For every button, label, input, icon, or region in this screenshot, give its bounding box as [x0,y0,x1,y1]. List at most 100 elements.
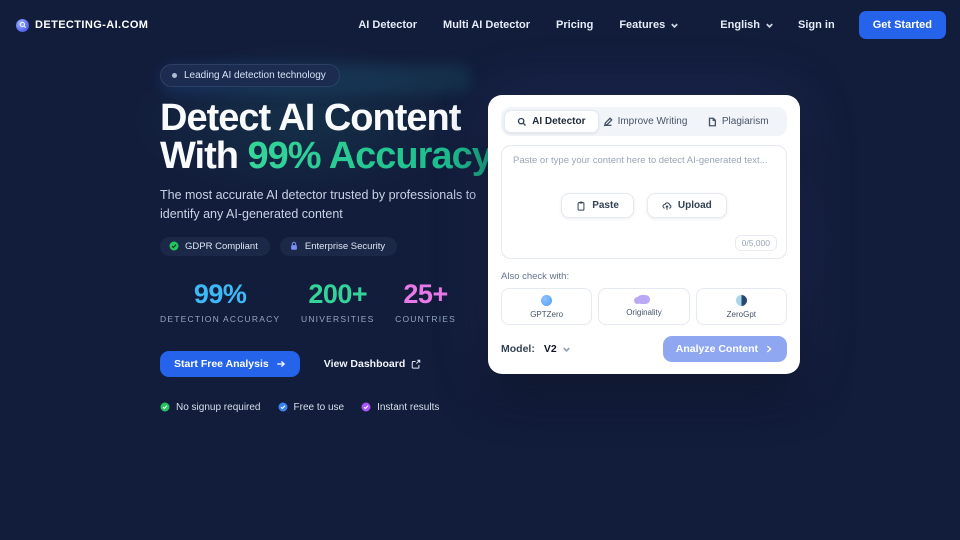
stat-label: DETECTION ACCURACY [160,313,281,324]
stat-label: COUNTRIES [395,313,456,324]
gptzero-icon [541,295,553,306]
provider-zerogpt[interactable]: ZeroGpt [695,288,787,325]
gdpr-badge-label: GDPR Compliant [185,240,258,252]
start-free-analysis-button[interactable]: Start Free Analysis [160,350,300,377]
check-circle-icon [361,402,371,412]
document-icon [708,117,716,126]
model-select[interactable]: V2 [544,343,571,355]
editor-actions: Paste Upload [502,193,786,218]
nav-item-pricing[interactable]: Pricing [556,19,594,31]
tab-improve-writing[interactable]: Improve Writing [599,111,692,132]
gdpr-badge: GDPR Compliant [160,236,270,256]
nav-item-ai-detector[interactable]: AI Detector [358,19,418,31]
pen-icon [603,116,613,126]
navbar: DETECTING-AI.COM AI Detector Multi AI De… [0,0,960,50]
get-started-button[interactable]: Get Started [858,11,946,39]
stat-universities: 200+ UNIVERSITIES [301,279,374,324]
provider-gptzero[interactable]: GPTZero [501,288,593,325]
brand-logo[interactable]: DETECTING-AI.COM [16,18,149,32]
chevron-down-icon [671,23,679,28]
stat-value: 200+ [308,278,368,309]
chevron-down-icon [766,23,773,28]
tab-label: Improve Writing [617,116,688,127]
analyze-content-label: Analyze Content [675,343,758,355]
nav-item-multi-ai-detector[interactable]: Multi AI Detector [443,19,531,31]
hero-subtitle: The most accurate AI detector trusted by… [160,188,477,222]
dot-icon [172,73,177,78]
tab-label: Plagiarism [721,116,769,127]
lock-icon [290,242,297,250]
sign-in-link[interactable]: Sign in [798,19,835,31]
text-editor-area: Paste Upload 0/5,000 [501,145,787,259]
detector-tabbar: AI Detector Improve Writing Plagiarism [501,107,787,136]
upload-cloud-icon [662,201,672,210]
tab-plagiarism[interactable]: Plagiarism [691,111,784,132]
feature-checklist: No signup required Free to use Instant r… [160,402,492,413]
logo-icon [16,18,29,32]
hero-title-highlight: 99% Accuracy [247,135,493,177]
external-link-icon [412,359,421,369]
hero-title: Detect AI Content With 99% Accuracy [160,97,493,177]
detector-footer: Model: V2 Analyze Content [501,336,787,362]
upload-button[interactable]: Upload [646,193,727,218]
enterprise-security-badge: Enterprise Security [279,236,398,256]
analyze-content-button[interactable]: Analyze Content [662,336,787,362]
nav-item-features-label: Features [619,19,666,31]
clipboard-icon [577,201,585,211]
char-counter: 0/5,000 [734,235,777,251]
provider-originality[interactable]: Originality [598,288,690,325]
view-dashboard-link[interactable]: View Dashboard [324,358,422,370]
stat-label: UNIVERSITIES [301,313,375,324]
hero-badge: Leading AI detection technology [160,64,340,87]
provider-name: GPTZero [530,310,564,319]
stat-countries: 25+ COUNTRIES [395,279,456,324]
nav-item-features[interactable]: Features [619,19,679,31]
feature-instant-results: Instant results [361,402,439,413]
main-nav: AI Detector Multi AI Detector Pricing Fe… [358,19,679,31]
start-free-analysis-label: Start Free Analysis [174,357,269,370]
paste-button[interactable]: Paste [561,193,634,218]
tab-label: AI Detector [532,116,586,127]
zerogpt-icon [735,295,747,306]
feature-no-signup: No signup required [160,402,261,413]
hero-title-line1: Detect AI Content [160,97,461,139]
check-circle-icon [160,402,170,412]
chevron-right-icon [766,345,772,353]
feature-label: No signup required [176,401,261,413]
brand-name: DETECTING-AI.COM [35,19,149,31]
stats-row: 99% DETECTION ACCURACY 200+ UNIVERSITIES… [160,279,456,324]
stat-value: 99% [193,278,247,309]
chevron-down-icon [562,347,570,352]
also-check-label: Also check with: [501,271,570,282]
provider-name: Originality [626,308,662,317]
cta-row: Start Free Analysis View Dashboard [160,350,492,377]
detector-card: AI Detector Improve Writing Plagiarism P… [488,95,800,374]
hero-badge-label: Leading AI detection technology [184,70,326,81]
stat-value: 25+ [403,278,448,309]
originality-icon [634,295,651,304]
provider-name: ZeroGpt [726,310,756,319]
feature-label: Free to use [293,401,345,413]
paste-button-label: Paste [592,200,619,211]
arrow-right-icon [277,360,285,367]
check-circle-icon [278,402,287,412]
feature-label: Instant results [377,401,440,413]
model-label: Model: [501,343,535,355]
stat-detection-accuracy: 99% DETECTION ACCURACY [160,279,280,324]
language-selector[interactable]: English [720,19,774,31]
feature-free-to-use: Free to use [278,401,345,413]
nav-right: English Sign in Get Started [720,11,946,39]
view-dashboard-label: View Dashboard [323,357,406,370]
upload-button-label: Upload [677,200,712,211]
check-circle-icon [169,241,179,251]
hero-section: Leading AI detection technology Detect A… [160,64,493,413]
search-icon [517,117,527,126]
model-value: V2 [543,343,557,355]
compliance-badges: GDPR Compliant Enterprise Security [160,236,492,256]
enterprise-security-badge-label: Enterprise Security [304,240,386,252]
hero-title-line2-prefix: With [160,135,248,177]
language-label: English [720,19,761,31]
tab-ai-detector[interactable]: AI Detector [504,110,599,133]
provider-row: GPTZero Originality ZeroGpt [501,288,787,325]
